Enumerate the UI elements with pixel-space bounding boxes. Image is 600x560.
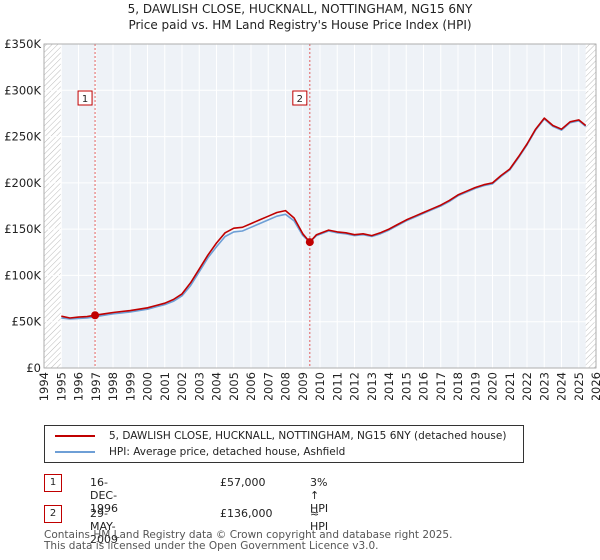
transaction-date: 29-MAY-2009	[90, 507, 118, 546]
x-tick-label: 2020	[486, 372, 500, 400]
x-tick-label: 2001	[158, 372, 172, 400]
chart-subtitle: Price paid vs. HM Land Registry's House …	[128, 18, 472, 32]
legend-swatch-property	[55, 435, 95, 437]
y-tick-label: £150K	[4, 222, 41, 236]
footer-line-1: Contains HM Land Registry data © Crown c…	[44, 529, 453, 541]
plot-frame	[43, 43, 597, 369]
x-tick-label: 2021	[503, 372, 517, 400]
sale-point	[305, 238, 314, 247]
y-tick-label: £200K	[4, 176, 41, 190]
transaction-badge: 2	[44, 505, 62, 523]
x-tick-label: 2023	[537, 372, 551, 400]
transaction-hpi: ≈ HPI	[310, 507, 329, 533]
transaction-date: 16-DEC-1996	[90, 476, 118, 515]
annotation-label-box	[77, 90, 93, 106]
x-tick-label: 2013	[365, 372, 379, 400]
y-tick-label: £350K	[4, 37, 41, 51]
x-tick-label: 2006	[244, 372, 258, 400]
footer: Contains HM Land Registry data © Crown c…	[44, 530, 452, 552]
x-tick-label: 1997	[89, 372, 103, 400]
x-tick-label: 2019	[468, 372, 482, 400]
x-tick-label: 2003	[192, 372, 206, 400]
x-tick-label: 1995	[54, 372, 68, 400]
x-tick-label: 2014	[382, 372, 396, 400]
transaction-badge: 1	[44, 474, 62, 492]
no-data-hatch	[44, 44, 62, 368]
annotation-label: 1	[82, 94, 88, 105]
legend: 5, DAWLISH CLOSE, HUCKNALL, NOTTINGHAM, …	[44, 425, 524, 463]
x-tick-label: 2010	[313, 372, 327, 400]
annotation-label-box	[292, 90, 308, 106]
x-tick-label: 2005	[227, 372, 241, 400]
legend-swatch-hpi	[55, 451, 95, 453]
transaction-price: £136,000	[220, 507, 273, 520]
footer-line-2: This data is licensed under the Open Gov…	[44, 540, 379, 552]
x-tick-label: 2024	[555, 372, 569, 400]
chart-title: 5, DAWLISH CLOSE, HUCKNALL, NOTTINGHAM, …	[127, 2, 473, 16]
legend-label-hpi: HPI: Average price, detached house, Ashf…	[109, 446, 346, 458]
transaction-price: £57,000	[220, 476, 266, 489]
x-tick-label: 2016	[417, 372, 431, 400]
y-tick-label: £50K	[12, 315, 42, 329]
x-tick-label: 2017	[434, 372, 448, 400]
y-tick-label: £100K	[4, 268, 41, 282]
legend-label-property: 5, DAWLISH CLOSE, HUCKNALL, NOTTINGHAM, …	[109, 430, 507, 442]
y-tick-label: £0	[26, 361, 41, 375]
x-tick-label: 2025	[572, 372, 586, 400]
x-tick-label: 2022	[520, 372, 534, 400]
x-tick-label: 2015	[399, 372, 413, 400]
price-chart: £0 £50K £100K £150K £200K £250K £300K £350K 1994…	[4, 37, 600, 400]
x-tick-label: 2012	[348, 372, 362, 400]
x-tick-label: 2000	[141, 372, 155, 400]
series-line	[61, 117, 587, 319]
x-tick-label: 1998	[106, 372, 120, 400]
x-tick-label: 1999	[123, 372, 137, 400]
x-tick-label: 2011	[330, 372, 344, 400]
no-data-hatch	[585, 44, 596, 368]
y-tick-label: £300K	[4, 83, 41, 97]
transaction-hpi: 3% ↑ HPI	[310, 476, 329, 515]
y-tick-label: £250K	[4, 130, 41, 144]
x-tick-label: 2026	[589, 372, 600, 400]
x-tick-label: 2007	[261, 372, 275, 400]
x-tick-label: 1996	[72, 372, 86, 400]
x-tick-label: 1994	[37, 372, 51, 400]
legend-item-property: 5, DAWLISH CLOSE, HUCKNALL, NOTTINGHAM, …	[55, 428, 506, 444]
annotation-label: 2	[297, 94, 303, 105]
x-tick-label: 2008	[279, 372, 293, 400]
x-tick-label: 2009	[296, 372, 310, 400]
legend-item-hpi: HPI: Average price, detached house, Ashf…	[55, 444, 345, 460]
x-tick-label: 2002	[175, 372, 189, 400]
sale-point	[91, 311, 100, 320]
x-tick-label: 2004	[210, 372, 224, 400]
x-tick-label: 2018	[451, 372, 465, 400]
